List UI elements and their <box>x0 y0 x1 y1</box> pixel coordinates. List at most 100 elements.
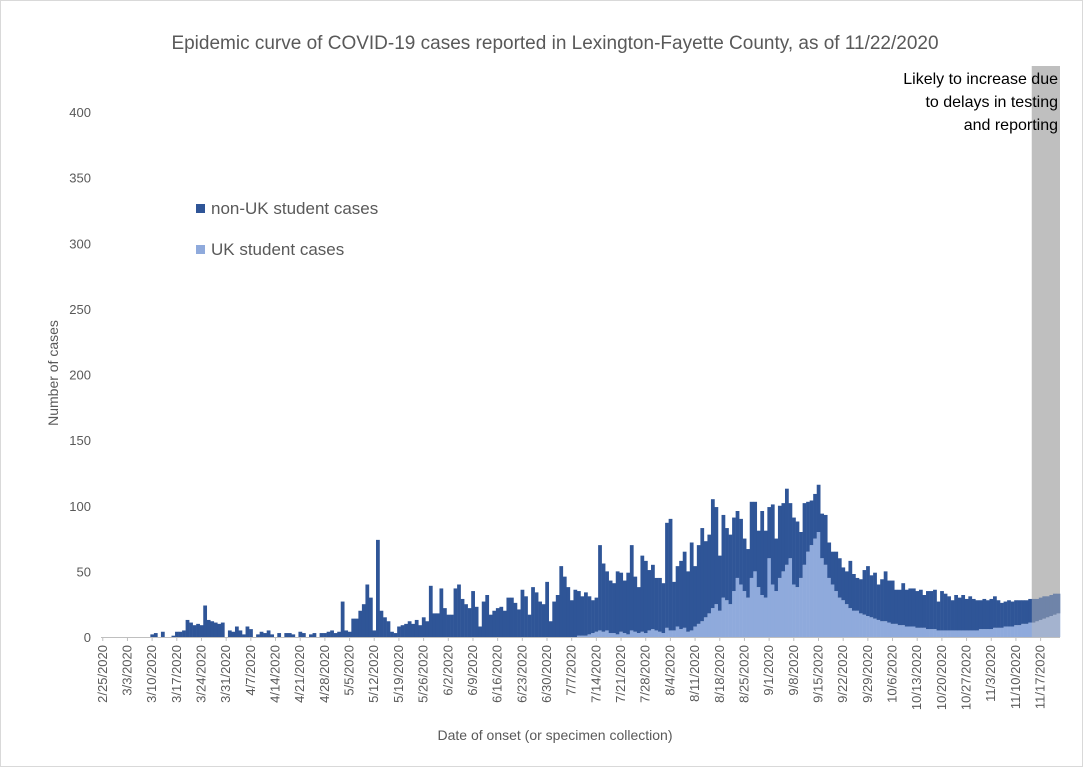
bar-non-uk-student <box>1028 598 1033 623</box>
bar-non-uk-student <box>735 511 740 578</box>
bar-uk-student <box>781 571 786 637</box>
bar-uk-student <box>749 577 754 637</box>
bar-non-uk-student <box>492 610 497 637</box>
bar-uk-student <box>605 630 609 637</box>
bar-uk-student <box>982 629 987 637</box>
bar-non-uk-student <box>242 634 246 637</box>
bar-non-uk-student <box>880 579 884 622</box>
bar-uk-student <box>732 591 736 637</box>
bar-non-uk-student <box>383 617 387 637</box>
bar-non-uk-student <box>1007 600 1011 627</box>
bar-non-uk-student <box>696 545 701 624</box>
y-tick-label: 350 <box>69 171 91 186</box>
x-tick-label: 9/15/2020 <box>810 645 825 703</box>
bar-non-uk-student <box>661 583 666 634</box>
bar-non-uk-student <box>859 579 863 614</box>
bar-non-uk-student <box>749 501 754 578</box>
bar-uk-student <box>608 633 613 637</box>
bar-non-uk-student <box>1010 601 1015 627</box>
bar-non-uk-student <box>816 484 821 532</box>
bar-non-uk-student <box>379 610 384 637</box>
bar-uk-student <box>661 633 666 637</box>
y-tick-label: 300 <box>69 236 91 251</box>
bar-non-uk-student <box>460 598 465 637</box>
bar-non-uk-student <box>178 631 183 637</box>
bar-uk-student <box>672 630 676 637</box>
bar-uk-student <box>908 626 913 637</box>
bar-uk-student <box>615 634 620 637</box>
bar-uk-student <box>844 604 849 637</box>
y-tick-label: 250 <box>69 302 91 317</box>
bar-uk-student <box>693 626 698 637</box>
bar-non-uk-student <box>189 622 193 637</box>
bar-uk-student <box>686 631 691 637</box>
x-tick-label: 4/14/2020 <box>268 645 283 703</box>
x-tick-label: 3/17/2020 <box>169 645 184 703</box>
bar-non-uk-student <box>605 571 609 631</box>
bar-non-uk-student <box>693 566 698 627</box>
bar-non-uk-student <box>1052 593 1057 615</box>
bar-non-uk-student <box>612 583 617 634</box>
bar-non-uk-student <box>774 538 779 592</box>
bar-non-uk-student <box>728 534 733 605</box>
bar-non-uk-student <box>287 633 292 637</box>
bar-non-uk-student <box>569 600 574 637</box>
bar-non-uk-student <box>707 534 712 614</box>
bar-non-uk-student <box>520 589 525 637</box>
bar-non-uk-student <box>982 598 987 630</box>
bar-non-uk-student <box>788 503 793 559</box>
bar-non-uk-student <box>277 633 282 637</box>
bar-uk-student <box>873 618 877 637</box>
bar-uk-student <box>880 621 884 637</box>
bar-non-uk-student <box>1000 602 1004 628</box>
bar-non-uk-student <box>770 504 775 585</box>
bar-non-uk-student <box>915 591 920 628</box>
bar-non-uk-student <box>354 618 359 637</box>
bar-uk-student <box>918 627 923 637</box>
bar-non-uk-student <box>256 634 260 637</box>
bar-uk-student <box>820 558 825 637</box>
bar-non-uk-student <box>718 555 722 611</box>
legend-label: UK student cases <box>211 240 344 259</box>
x-tick-label: 7/28/2020 <box>638 645 653 703</box>
annotation-line: Likely to increase due <box>903 71 1058 88</box>
bar-non-uk-student <box>1003 601 1008 627</box>
bar-uk-student <box>626 634 631 637</box>
x-tick-label: 6/30/2020 <box>539 645 554 703</box>
bar-non-uk-student <box>1045 596 1050 618</box>
bar-non-uk-student <box>284 633 289 637</box>
bar-uk-student <box>964 630 969 637</box>
bar-uk-student <box>837 597 842 637</box>
bar-non-uk-student <box>196 623 200 637</box>
bar-uk-student <box>883 621 888 637</box>
bar-non-uk-student <box>608 580 613 634</box>
bar-non-uk-student <box>418 625 423 637</box>
bar-uk-student <box>784 564 789 637</box>
x-tick-label: 5/26/2020 <box>416 645 431 703</box>
bar-non-uk-student <box>866 566 870 616</box>
bar-non-uk-student <box>911 588 916 627</box>
x-tick-label: 2/25/2020 <box>95 645 110 703</box>
bar-non-uk-student <box>777 505 782 578</box>
annotation-line: to delays in testing <box>925 94 1058 111</box>
bar-non-uk-student <box>291 634 296 637</box>
bar-non-uk-student <box>171 635 176 637</box>
x-tick-label: 9/29/2020 <box>860 645 875 703</box>
bar-non-uk-student <box>467 608 472 637</box>
bar-non-uk-student <box>686 571 691 632</box>
bar-uk-student <box>622 633 627 637</box>
x-tick-label: 8/25/2020 <box>736 645 751 703</box>
bar-non-uk-student <box>848 560 853 609</box>
x-tick-label: 3/24/2020 <box>193 645 208 703</box>
bar-uk-student <box>640 631 645 637</box>
bar-non-uk-student <box>1035 598 1040 622</box>
bar-non-uk-student <box>249 629 253 637</box>
x-tick-label: 5/19/2020 <box>391 645 406 703</box>
bar-non-uk-student <box>978 600 983 630</box>
x-tick-label: 8/11/2020 <box>687 645 702 702</box>
bar-uk-student <box>742 591 747 637</box>
bar-non-uk-student <box>940 591 944 631</box>
bar-uk-student <box>651 629 655 637</box>
y-tick-label: 200 <box>69 368 91 383</box>
bar-non-uk-student <box>584 592 588 636</box>
